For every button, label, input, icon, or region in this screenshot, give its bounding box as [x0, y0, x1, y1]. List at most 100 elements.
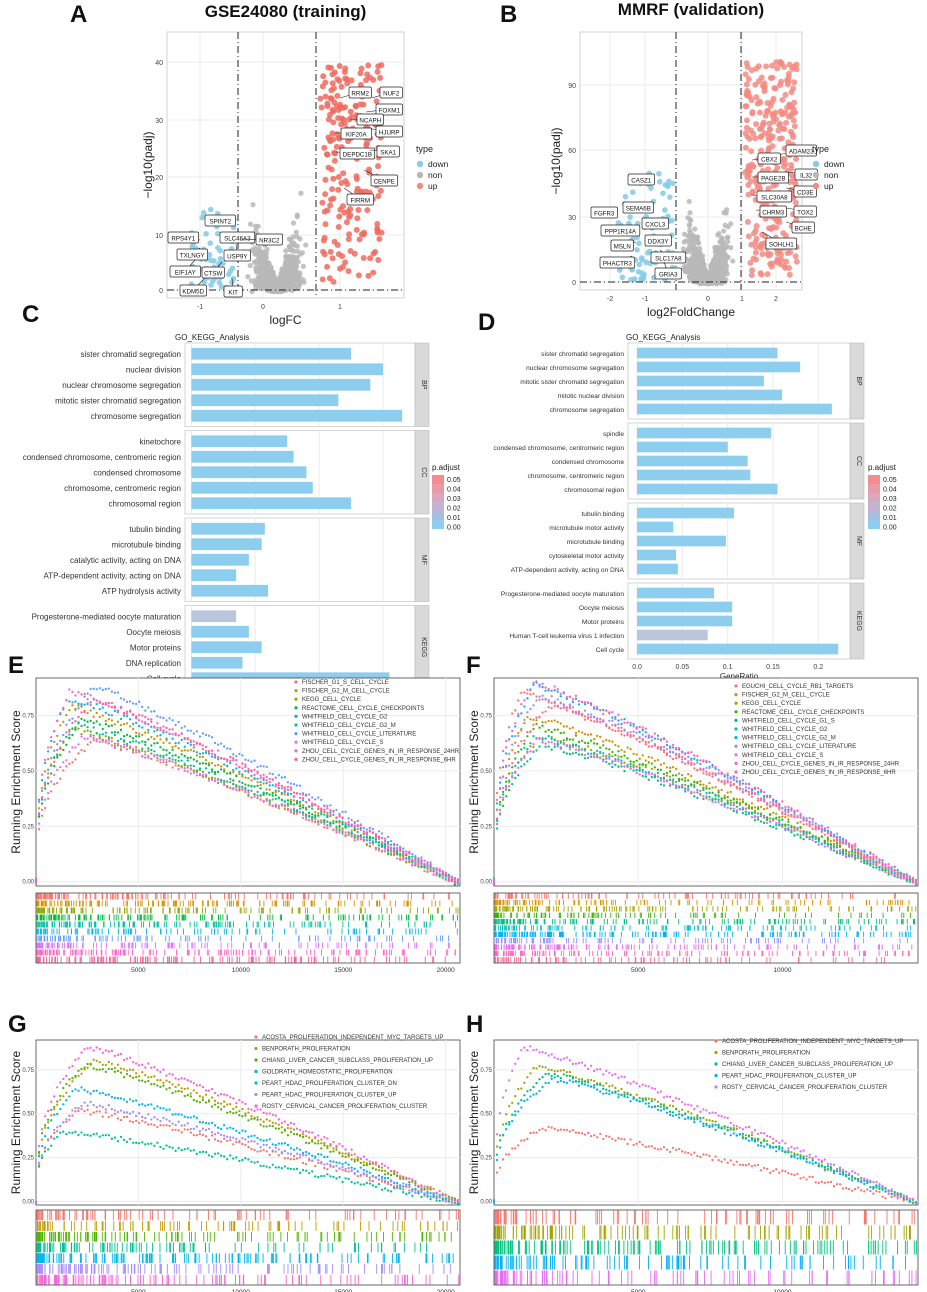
curve-point — [183, 767, 186, 770]
curve-point — [83, 749, 86, 753]
gene-label: USP9Y — [227, 253, 247, 260]
curve-point — [232, 771, 235, 774]
curve-point — [174, 764, 177, 767]
curve-point — [86, 725, 89, 729]
curve-point — [350, 831, 353, 835]
curve-point — [50, 739, 53, 743]
point-up — [787, 249, 794, 256]
curve-point — [40, 786, 44, 790]
curve-point — [110, 731, 114, 734]
curve-point — [77, 743, 80, 746]
bar — [191, 625, 249, 638]
point-up — [343, 219, 350, 226]
curve-point — [308, 805, 311, 808]
curve-point — [289, 782, 293, 785]
curve-point — [180, 738, 183, 742]
point-up — [788, 165, 795, 172]
curve-point — [286, 802, 290, 805]
curve-point — [219, 780, 223, 784]
curve-point — [183, 754, 186, 758]
y-tick-label: 30 — [568, 215, 576, 222]
point-up — [778, 78, 785, 85]
curve-point — [347, 832, 350, 835]
y-tick-label: 0.50 — [22, 769, 34, 775]
curve-point — [244, 783, 247, 786]
curve-point — [186, 759, 189, 762]
category-label: Oocyte meiosis — [126, 628, 181, 637]
curve-point — [289, 792, 293, 796]
point-up — [345, 236, 352, 243]
point-non — [303, 242, 309, 248]
curve-point — [141, 754, 144, 758]
curve-point — [180, 749, 183, 752]
point-up — [333, 143, 340, 150]
curve-point — [383, 839, 387, 843]
curve-point — [144, 756, 147, 759]
curve-point — [171, 719, 174, 722]
category-label: ATP hydrolysis activity — [102, 587, 181, 596]
point-up — [326, 136, 333, 143]
point-down — [664, 182, 671, 189]
category-label: microtubule motor activity — [549, 525, 624, 532]
curve-point — [420, 863, 423, 867]
gene-label: FGFR3 — [594, 210, 615, 217]
curve-point — [314, 811, 317, 814]
point-up — [370, 269, 377, 276]
curve-point — [65, 743, 68, 746]
curve-point — [165, 737, 168, 740]
curve-point — [198, 772, 202, 776]
curve-point — [156, 715, 159, 718]
curve-point — [131, 702, 135, 705]
curve-point — [116, 691, 120, 694]
point-up — [790, 134, 797, 141]
point-up — [328, 64, 335, 71]
curve-point — [198, 762, 202, 765]
curve-point — [265, 765, 268, 769]
curve-point — [320, 820, 323, 824]
curve-point — [71, 717, 74, 720]
legend-color-step — [868, 475, 880, 484]
curve-point — [256, 794, 259, 797]
curve-point — [53, 756, 56, 759]
curve-point — [362, 839, 365, 842]
curve-point — [374, 840, 378, 844]
point-up — [354, 215, 361, 222]
curve-point — [104, 719, 107, 723]
point-up — [793, 155, 800, 162]
category-label: condensed chromosome — [93, 468, 181, 477]
category-label: condensed chromosome, centromeric region — [494, 445, 625, 452]
point-down — [230, 275, 237, 282]
point-up — [337, 206, 344, 213]
curve-point — [192, 732, 195, 735]
bar — [191, 538, 262, 551]
curve-point — [295, 784, 299, 787]
curve-point — [289, 800, 293, 803]
curve-point — [371, 827, 375, 831]
curve-point — [147, 747, 150, 750]
curve-point — [162, 731, 165, 734]
curve-point — [150, 725, 153, 728]
curve-point — [338, 819, 341, 823]
curve-point — [59, 711, 62, 715]
point-up — [792, 253, 799, 260]
point-non — [686, 198, 692, 205]
point-up — [759, 82, 766, 89]
x-tick-label: -1 — [197, 304, 203, 311]
point-non — [300, 276, 306, 283]
curve-point — [147, 749, 150, 752]
point-down — [207, 206, 214, 213]
point-up — [753, 121, 760, 128]
curve-point — [165, 719, 168, 722]
curve-point — [92, 707, 95, 710]
curve-point — [159, 754, 162, 757]
curve-point — [50, 780, 53, 783]
curve-point — [68, 733, 71, 736]
curve-point — [177, 764, 180, 767]
point-up — [327, 248, 334, 255]
gene-label: CD3E — [797, 189, 814, 196]
point-down — [215, 245, 221, 251]
curve-point — [265, 782, 268, 785]
curve-point — [180, 726, 183, 730]
curve-point — [125, 748, 129, 751]
curve-point — [286, 792, 290, 795]
